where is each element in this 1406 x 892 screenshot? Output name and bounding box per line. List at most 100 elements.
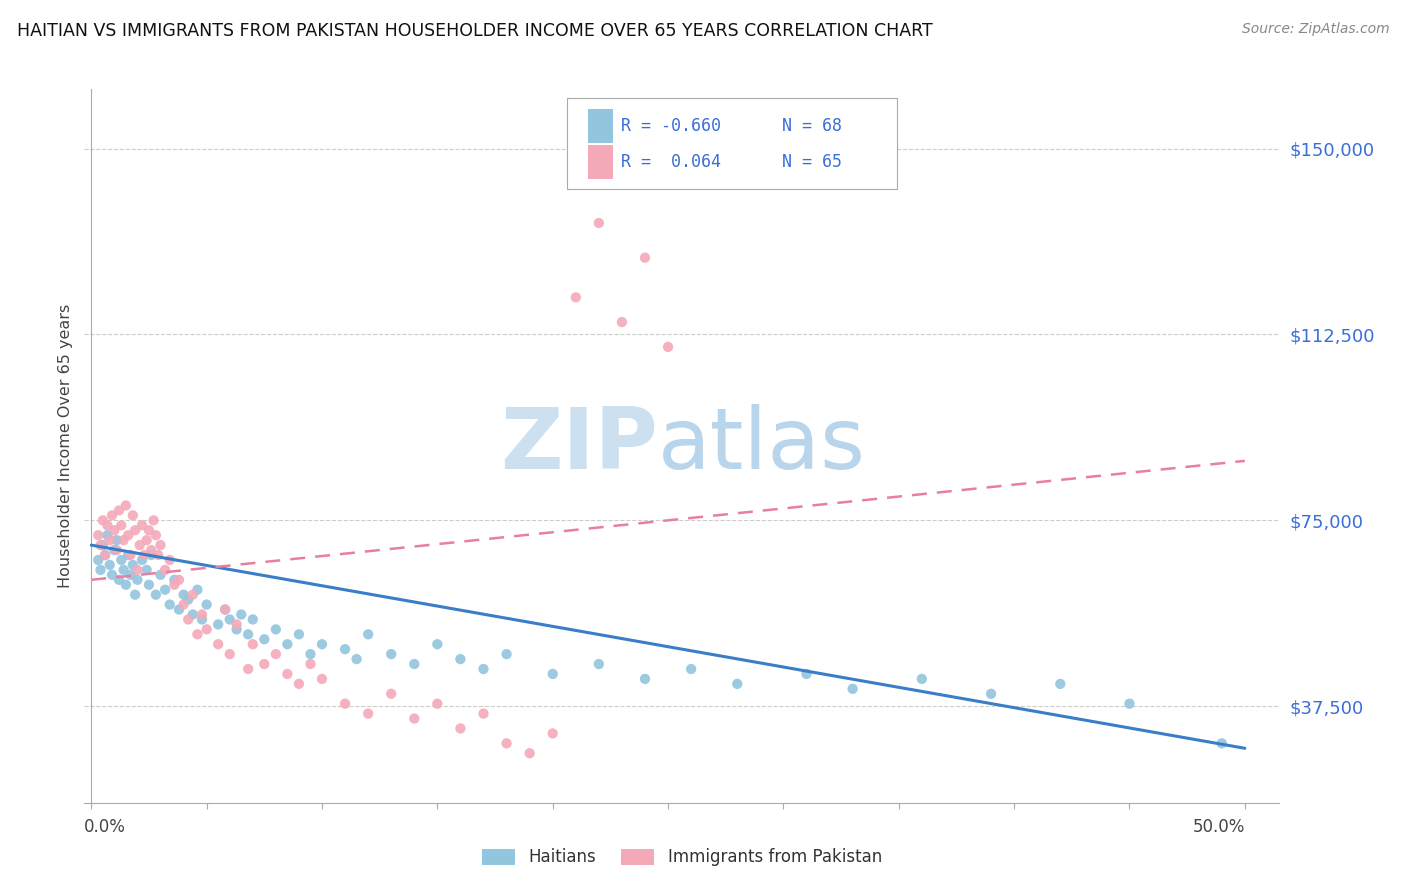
Point	[565, 290, 588, 304]
Point	[91, 513, 114, 527]
Point	[186, 582, 208, 597]
Point	[105, 543, 128, 558]
Point	[94, 548, 117, 562]
Point	[115, 499, 138, 513]
Text: N = 65: N = 65	[782, 153, 842, 170]
Point	[121, 558, 143, 572]
Point	[153, 563, 176, 577]
Point	[87, 528, 110, 542]
Point	[1118, 697, 1140, 711]
Text: ZIP: ZIP	[501, 404, 658, 488]
Point	[163, 578, 186, 592]
Point	[153, 582, 176, 597]
Text: HAITIAN VS IMMIGRANTS FROM PAKISTAN HOUSEHOLDER INCOME OVER 65 YEARS CORRELATION: HAITIAN VS IMMIGRANTS FROM PAKISTAN HOUS…	[17, 22, 932, 40]
Point	[142, 513, 165, 527]
Point	[108, 503, 131, 517]
Point	[149, 538, 172, 552]
Point	[472, 662, 495, 676]
Point	[103, 523, 125, 537]
Point	[1211, 736, 1233, 750]
Point	[98, 558, 121, 572]
Point	[231, 607, 253, 622]
Point	[288, 627, 311, 641]
Point	[87, 553, 110, 567]
Point	[472, 706, 495, 721]
Legend: Haitians, Immigrants from Pakistan: Haitians, Immigrants from Pakistan	[475, 842, 889, 873]
Point	[541, 726, 564, 740]
Point	[634, 251, 657, 265]
Point	[117, 528, 139, 542]
Point	[238, 662, 260, 676]
Point	[163, 573, 186, 587]
Point	[253, 657, 276, 671]
Point	[404, 712, 426, 726]
Point	[173, 588, 195, 602]
Point	[404, 657, 426, 671]
Point	[495, 736, 517, 750]
Text: Source: ZipAtlas.com: Source: ZipAtlas.com	[1241, 22, 1389, 37]
Point	[380, 687, 402, 701]
Point	[115, 578, 138, 592]
Point	[657, 340, 679, 354]
Point	[101, 508, 124, 523]
Point	[426, 697, 449, 711]
Point	[110, 553, 132, 567]
Point	[225, 623, 247, 637]
Point	[108, 573, 131, 587]
Point	[96, 528, 118, 542]
Point	[105, 533, 128, 548]
Point	[519, 746, 541, 760]
Point	[181, 588, 204, 602]
Point	[117, 548, 139, 562]
Text: R =  0.064: R = 0.064	[621, 153, 721, 170]
Point	[588, 657, 610, 671]
Point	[380, 647, 402, 661]
Point	[124, 523, 146, 537]
Point	[131, 518, 153, 533]
Point	[145, 528, 167, 542]
Point	[135, 533, 157, 548]
Point	[253, 632, 276, 647]
Point	[112, 533, 135, 548]
Point	[195, 598, 218, 612]
Point	[449, 652, 471, 666]
Point	[634, 672, 657, 686]
Point	[207, 637, 229, 651]
Point	[357, 627, 380, 641]
Point	[121, 508, 143, 523]
Point	[167, 573, 190, 587]
Point	[242, 612, 264, 626]
Point	[346, 652, 368, 666]
Point	[94, 548, 117, 562]
Point	[141, 548, 163, 562]
Point	[276, 667, 298, 681]
Point	[218, 647, 240, 661]
Point	[138, 578, 160, 592]
Text: 50.0%: 50.0%	[1192, 818, 1244, 836]
Point	[218, 612, 240, 626]
Point	[264, 623, 287, 637]
Point	[145, 588, 167, 602]
Point	[177, 612, 200, 626]
Point	[138, 523, 160, 537]
Point	[103, 543, 125, 558]
Point	[131, 553, 153, 567]
Text: atlas: atlas	[658, 404, 866, 488]
Point	[148, 548, 170, 562]
Point	[841, 681, 863, 696]
Point	[112, 563, 135, 577]
Point	[333, 697, 356, 711]
Point	[191, 612, 214, 626]
Point	[1049, 677, 1071, 691]
Text: N = 68: N = 68	[782, 117, 842, 135]
Point	[588, 216, 610, 230]
Point	[242, 637, 264, 651]
Point	[214, 602, 236, 616]
Point	[357, 706, 380, 721]
Text: R = -0.660: R = -0.660	[621, 117, 721, 135]
Point	[149, 567, 172, 582]
Point	[120, 567, 142, 582]
Y-axis label: Householder Income Over 65 years: Householder Income Over 65 years	[58, 304, 73, 588]
Point	[167, 602, 190, 616]
Point	[134, 548, 156, 562]
